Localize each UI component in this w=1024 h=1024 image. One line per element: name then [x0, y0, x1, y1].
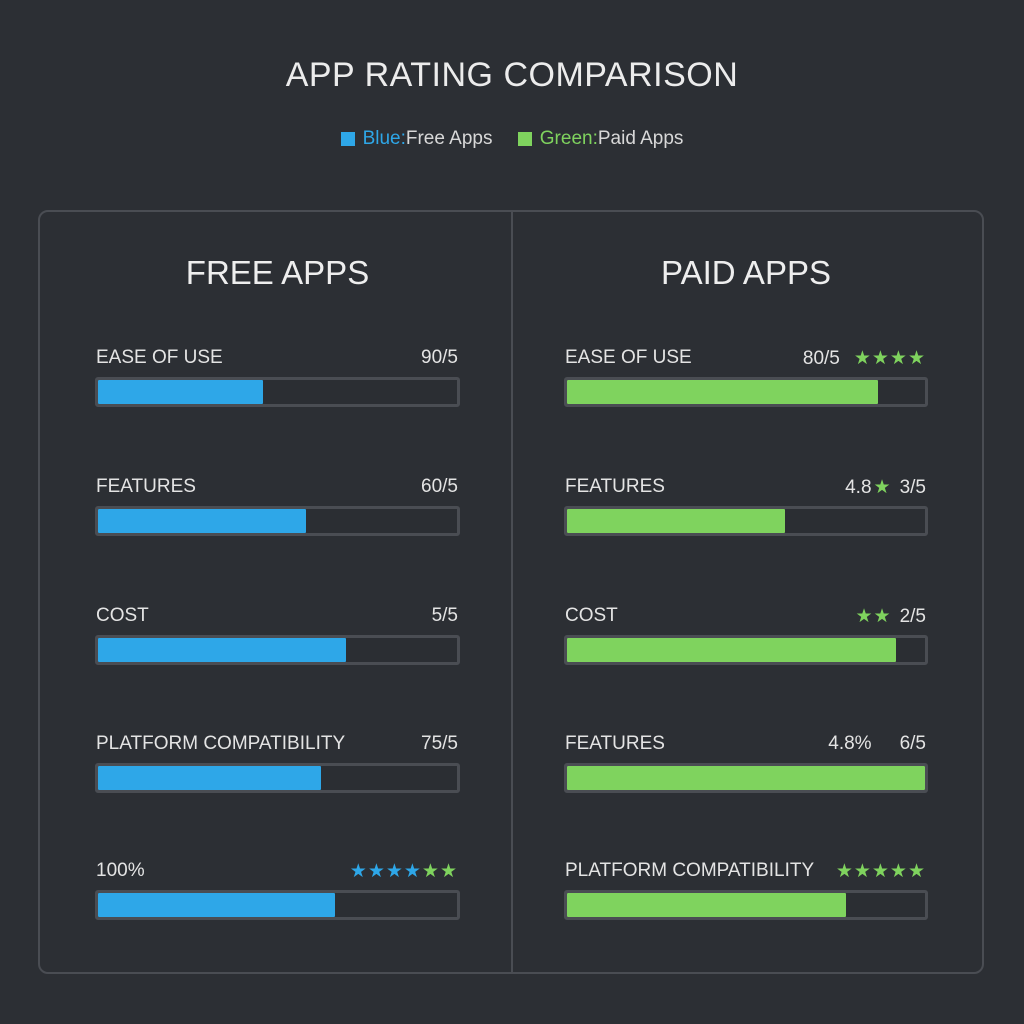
bar-value-label: 4.8 ★ 3/5 [845, 476, 926, 499]
bar-row: EASE OF USE 90/5 [95, 347, 460, 407]
bar-label: EASE OF USE [565, 347, 692, 368]
rating-stars-green-icon: ★★★★★ [835, 861, 926, 882]
legend-swatch-green [517, 132, 532, 146]
rating-stars-icon: ★★★★ [853, 348, 926, 369]
bar-row: 100% ★★★★ ★★ [95, 860, 460, 920]
bar-track [564, 506, 928, 536]
chart-title: APP RATING COMPARISON [285, 56, 739, 94]
bar-track [95, 890, 460, 920]
bar-fill [98, 380, 264, 404]
bar-row: FEATURES 4.8 ★ 3/5 [564, 476, 928, 536]
bar-fill [98, 893, 335, 917]
bar-row: COST 5/5 [95, 605, 460, 665]
paid-apps-column: PAID APPS EASE OF USE 80/5 ★★★★ FEATURES 4.8… [564, 212, 928, 972]
bar-value-label: 4.8% 6/5 [828, 733, 926, 755]
bar-label: PLATFORM COMPATIBILITY [96, 733, 346, 754]
bar-label: EASE OF USE [96, 347, 223, 368]
bar-label: FEATURES [565, 733, 665, 754]
value-text-secondary: 3/5 [899, 476, 926, 498]
bar-value-label: 75/5 [421, 733, 458, 755]
bar-track [95, 377, 460, 407]
bar-track [95, 763, 460, 793]
bar-fill [567, 380, 879, 404]
comparison-panel [38, 210, 984, 974]
bar-value-label: 60/5 [421, 476, 458, 498]
bar-value-label: ★★ 2/5 [856, 605, 927, 628]
bar-label: COST [96, 605, 149, 626]
bar-row: PLATFORM COMPATIBILITY ★★★★★ [564, 860, 928, 920]
bar-fill [98, 509, 307, 533]
bar-row: EASE OF USE 80/5 ★★★★ [564, 347, 928, 407]
value-text: 75/5 [421, 733, 458, 754]
value-text: 4.8 [845, 476, 872, 498]
paid-apps-title: PAID APPS [661, 254, 831, 291]
legend-color-word: Blue: [362, 128, 406, 149]
free-apps-title: FREE APPS [185, 254, 370, 291]
bar-label: FEATURES [96, 476, 196, 497]
bar-track [564, 377, 928, 407]
bar-fill [98, 766, 321, 790]
value-text: 90/5 [421, 347, 458, 368]
bar-value-label: 80/5 ★★★★ [803, 347, 926, 370]
bar-track [95, 506, 460, 536]
bar-fill [567, 638, 897, 662]
legend: Blue: Free Apps Green: Paid Apps [0, 128, 1024, 152]
bar-track [564, 635, 928, 665]
bar-row: FEATURES 4.8% 6/5 [564, 733, 928, 793]
bar-value-label: 5/5 [432, 605, 458, 627]
bar-track [95, 635, 460, 665]
free-apps-column: FREE APPS EASE OF USE 90/5 FEATURES 60/5 COS… [95, 212, 460, 972]
rating-star-icon: ★ [873, 477, 892, 498]
legend-item-free: Blue: Free Apps [340, 128, 493, 150]
legend-text: Paid Apps [597, 128, 684, 149]
legend-swatch-blue [340, 132, 355, 146]
bar-label: COST [565, 605, 618, 626]
bar-row: PLATFORM COMPATIBILITY 75/5 [95, 733, 460, 793]
bar-label: FEATURES [565, 476, 665, 497]
bar-track [564, 763, 928, 793]
bar-label: 100% [96, 860, 145, 881]
bar-fill [567, 893, 847, 917]
value-text-secondary: 6/5 [899, 733, 926, 754]
bar-value-label: ★★★★★ [836, 860, 926, 883]
bar-value-label: 90/5 [421, 347, 458, 369]
rating-stars-icon: ★★ [855, 606, 892, 627]
rating-stars-green-icon: ★★ [421, 861, 458, 882]
bar-row: COST ★★ 2/5 [564, 605, 928, 665]
bar-fill [98, 638, 346, 662]
legend-text: Free Apps [405, 128, 493, 149]
legend-item-paid: Green: Paid Apps [517, 128, 684, 150]
value-text-secondary: 2/5 [899, 605, 926, 627]
bar-row: FEATURES 60/5 [95, 476, 460, 536]
panel-divider [511, 212, 513, 972]
legend-color-word: Green: [539, 128, 598, 149]
value-text: 4.8% [828, 733, 872, 754]
bar-fill [567, 509, 786, 533]
bar-label: PLATFORM COMPATIBILITY [565, 860, 815, 881]
bar-track [564, 890, 928, 920]
value-text: 5/5 [431, 605, 458, 626]
bar-fill [567, 766, 925, 790]
rating-stars-blue-icon: ★★★★ [349, 861, 422, 882]
bar-value-label: ★★★★ ★★ [350, 860, 458, 883]
value-text: 60/5 [421, 476, 458, 497]
value-text: 80/5 [802, 347, 840, 369]
